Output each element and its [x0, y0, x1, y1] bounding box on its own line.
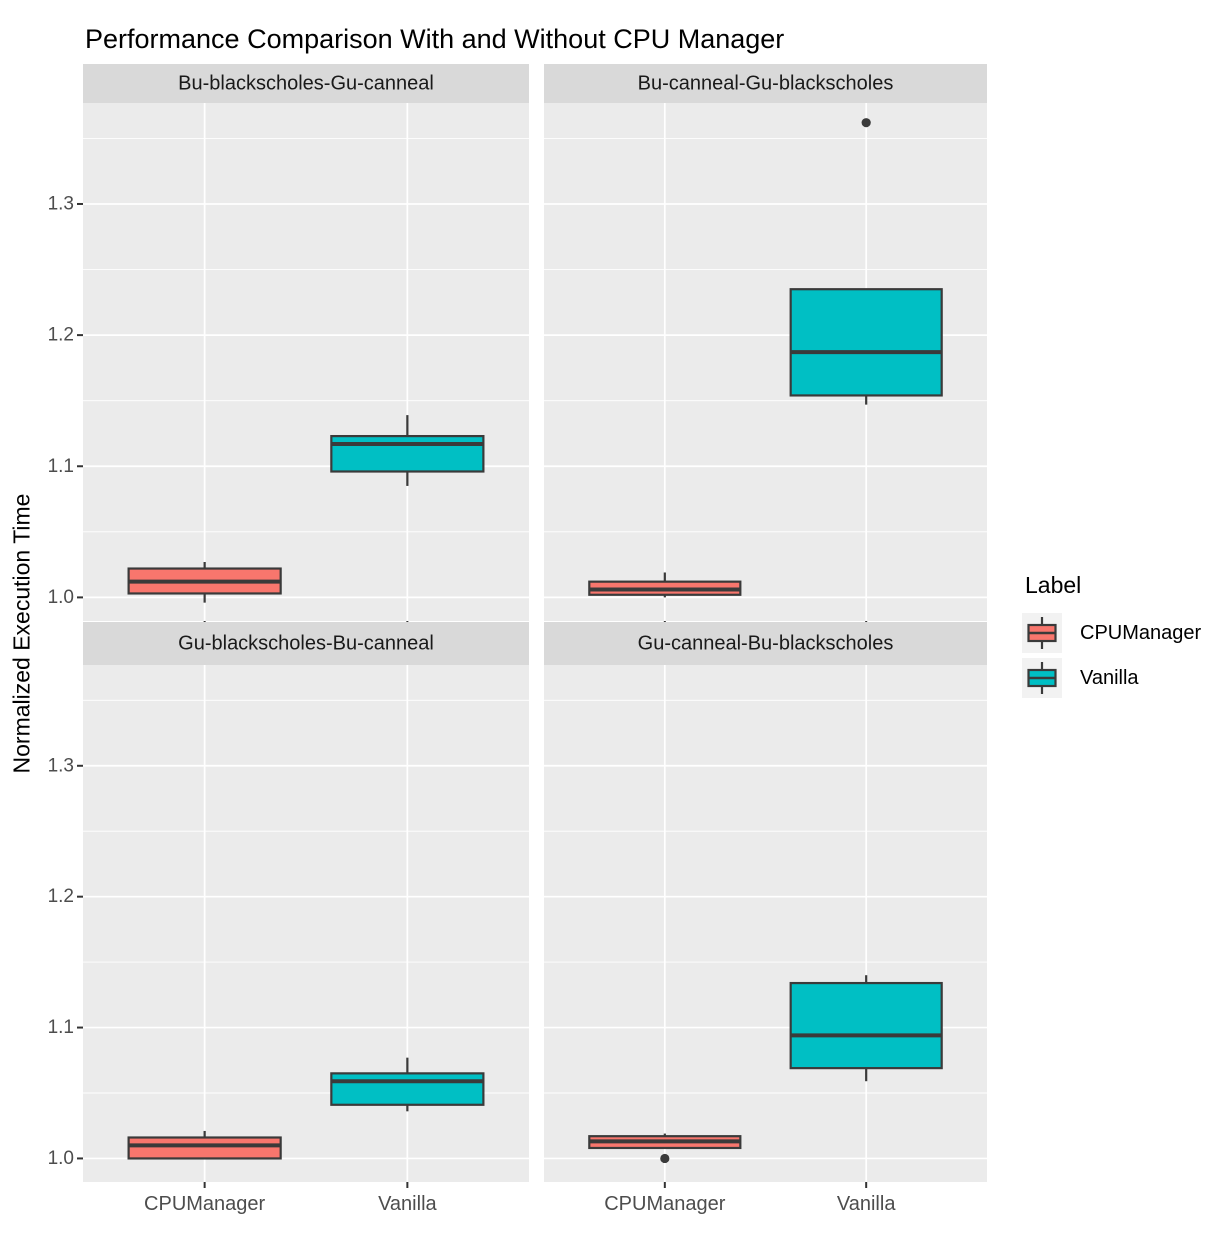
y-tick-label: 1.1 [48, 456, 74, 477]
x-tick-label: CPUManager [144, 1193, 266, 1215]
y-tick-label: 1.2 [48, 325, 74, 346]
facet-strip-label: Gu-canneal-Bu-blackscholes [638, 633, 894, 655]
facet-strip-label: Bu-canneal-Gu-blackscholes [638, 73, 894, 95]
legend-key-boxplot-icon [1022, 658, 1062, 698]
box-cpumanager [127, 1136, 282, 1160]
x-tick-label: Vanilla [837, 1193, 896, 1215]
y-tick-label: 1.3 [48, 755, 74, 776]
x-tick-label: Vanilla [378, 1193, 437, 1215]
box-vanilla [330, 1072, 485, 1106]
facet-strip [83, 64, 529, 103]
y-tick-label: 1.2 [48, 886, 74, 907]
box-vanilla [789, 981, 943, 1070]
outlier-point [660, 1153, 670, 1164]
facet-strip [544, 622, 987, 665]
legend-label: CPUManager [1080, 621, 1202, 644]
facet-strip-label: Bu-blackscholes-Gu-canneal [178, 73, 434, 95]
panel-background [544, 665, 987, 1182]
x-tick-label: CPUManager [604, 1193, 726, 1215]
facet-strip [544, 64, 987, 103]
y-tick-label: 1.0 [48, 1148, 74, 1169]
y-tick-label: 1.1 [48, 1017, 74, 1038]
box-vanilla [789, 288, 943, 397]
facet-strip-label: Gu-blackscholes-Bu-canneal [178, 633, 434, 655]
legend-entry-cpumanager: CPUManager [1022, 613, 1220, 653]
plot-title: Performance Comparison With and Without … [85, 24, 785, 54]
legend-key-boxplot-icon [1022, 613, 1062, 653]
legend-label: Vanilla [1080, 666, 1139, 689]
panel-background [83, 103, 529, 621]
y-tick-label: 1.3 [48, 193, 74, 214]
box-vanilla [330, 434, 485, 473]
legend-entry-vanilla: Vanilla [1022, 658, 1220, 698]
legend-title: Label [1025, 572, 1082, 598]
outlier-point [861, 118, 871, 128]
y-tick-label: 1.0 [48, 587, 74, 608]
legend: Label CPUManager Vanilla [1022, 572, 1220, 703]
facet-strip [83, 622, 529, 665]
